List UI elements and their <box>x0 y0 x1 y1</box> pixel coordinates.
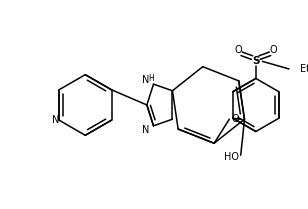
Text: O: O <box>269 45 277 55</box>
Text: N: N <box>142 75 150 85</box>
Text: H: H <box>148 74 153 83</box>
Text: HO: HO <box>224 152 239 162</box>
Text: O: O <box>231 114 239 124</box>
Text: N: N <box>51 115 59 125</box>
Text: Et: Et <box>300 64 308 74</box>
Text: S: S <box>252 56 260 66</box>
Text: N: N <box>142 125 150 135</box>
Text: O: O <box>235 45 243 55</box>
